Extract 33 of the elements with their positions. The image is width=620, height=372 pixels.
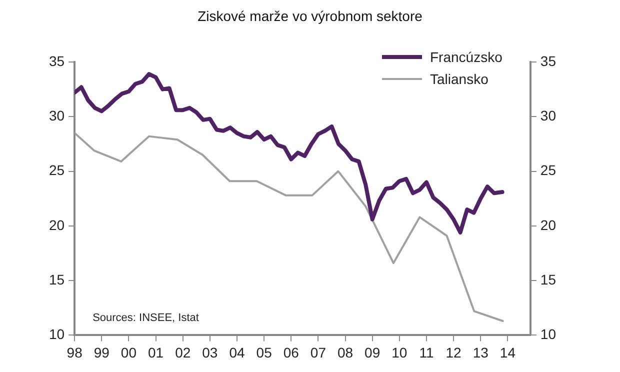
y2-tick-label: 10	[540, 326, 556, 342]
y2-tick-label: 30	[540, 108, 556, 124]
y2-tick-label: 35	[540, 52, 556, 69]
y2-tick-label: 25	[540, 162, 556, 178]
x-tick-label: 12	[446, 344, 462, 360]
x-tick-label: 98	[66, 344, 83, 360]
x-tick-label: 11	[419, 344, 434, 360]
x-tick-label: 14	[500, 344, 516, 360]
x-tick-label: 03	[202, 344, 218, 360]
y-tick-label: 20	[48, 216, 65, 233]
y2-tick-label: 15	[540, 271, 556, 288]
x-tick-label: 05	[256, 344, 272, 360]
chart-title: Ziskové marže vo výrobnom sektore	[196, 8, 424, 24]
y-tick-label: 25	[48, 162, 65, 178]
x-tick-label: 08	[337, 344, 354, 360]
legend-label: Francúzsko	[430, 49, 502, 65]
x-tick-label: 13	[472, 344, 489, 360]
y-tick-label: 30	[48, 108, 65, 124]
y-tick-label: 15	[48, 271, 65, 288]
y-tick-label: 35	[48, 52, 65, 69]
x-tick-label: 06	[283, 344, 300, 360]
x-tick-label: 02	[175, 344, 191, 360]
annotation: Sources: INSEE, Istat	[92, 312, 199, 324]
x-tick-label: 09	[364, 344, 380, 360]
x-tick-label: 07	[310, 344, 326, 360]
x-tick-label: 10	[392, 344, 408, 360]
x-tick-label: 01	[148, 344, 164, 360]
x-tick-label: 99	[94, 344, 110, 360]
y2-tick-label: 20	[540, 216, 556, 233]
y-tick-label: 10	[48, 326, 65, 342]
x-tick-label: 04	[229, 344, 245, 360]
legend-label: Taliansko	[430, 71, 488, 87]
x-tick-label: 00	[120, 344, 137, 360]
